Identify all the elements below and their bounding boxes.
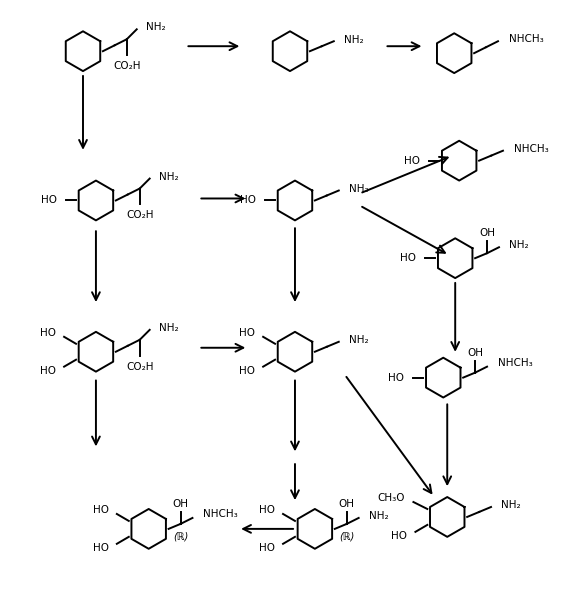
Text: NHCH₃: NHCH₃ xyxy=(204,509,238,519)
Text: HO: HO xyxy=(404,156,420,165)
Text: HO: HO xyxy=(259,543,275,553)
Text: NH₂: NH₂ xyxy=(509,240,528,250)
Text: NHCH₃: NHCH₃ xyxy=(514,144,549,154)
Text: CH₃O: CH₃O xyxy=(377,493,404,503)
Text: NH₂: NH₂ xyxy=(159,323,178,333)
Text: HO: HO xyxy=(389,372,404,383)
Text: HO: HO xyxy=(41,196,57,205)
Text: HO: HO xyxy=(40,366,56,375)
Text: OH: OH xyxy=(467,347,483,358)
Text: OH: OH xyxy=(339,499,355,509)
Text: HO: HO xyxy=(392,531,407,541)
Text: NH₂: NH₂ xyxy=(501,500,521,510)
Text: HO: HO xyxy=(240,196,256,205)
Text: HO: HO xyxy=(93,543,109,553)
Text: HO: HO xyxy=(259,505,275,515)
Text: NHCH₃: NHCH₃ xyxy=(509,35,543,44)
Text: NH₂: NH₂ xyxy=(344,35,363,45)
Text: NH₂: NH₂ xyxy=(146,22,165,32)
Text: HO: HO xyxy=(40,328,56,338)
Text: CO₂H: CO₂H xyxy=(113,61,140,71)
Text: CO₂H: CO₂H xyxy=(126,362,154,372)
Text: HO: HO xyxy=(93,505,109,515)
Text: HO: HO xyxy=(400,253,416,263)
Text: (ℝ): (ℝ) xyxy=(339,532,354,542)
Text: CO₂H: CO₂H xyxy=(126,211,154,220)
Text: NH₂: NH₂ xyxy=(369,511,388,521)
Text: NH₂: NH₂ xyxy=(349,335,368,345)
Text: NH₂: NH₂ xyxy=(159,171,178,181)
Text: HO: HO xyxy=(239,328,255,338)
Text: OH: OH xyxy=(172,499,188,509)
Text: NHCH₃: NHCH₃ xyxy=(498,358,533,368)
Text: HO: HO xyxy=(239,366,255,375)
Text: (ℝ): (ℝ) xyxy=(173,532,188,542)
Text: NH₂: NH₂ xyxy=(349,183,368,193)
Text: OH: OH xyxy=(479,228,495,239)
